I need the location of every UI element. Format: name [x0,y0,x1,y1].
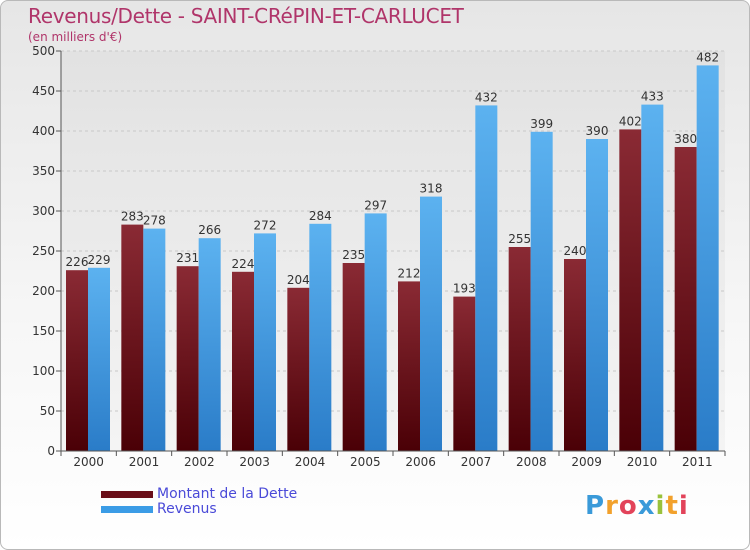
data-label-revenus-2008: 399 [530,117,553,131]
bar-debt-2009 [564,259,586,451]
logo-letter: P [585,491,606,521]
y-tick-label-400: 400 [32,124,55,138]
data-label-revenus-2001: 278 [143,214,166,228]
bar-debt-2000 [66,270,88,451]
bar-revenus-2006 [420,196,442,451]
x-tick-label-2006: 2006 [405,455,436,469]
bar-revenus-2009 [586,139,608,451]
x-tick-label-2001: 2001 [129,455,160,469]
bar-debt-2002 [176,266,199,451]
bar-revenus-2003 [254,233,276,451]
x-tick-label-2004: 2004 [295,455,326,469]
bar-debt-2011 [674,147,697,451]
data-label-debt-2002: 231 [176,251,199,265]
chart-title: Revenus/Dette - SAINT-CRéPIN-ET-CARLUCET [28,4,464,28]
data-label-revenus-2006: 318 [420,182,443,196]
data-label-debt-2006: 212 [398,266,421,280]
y-tick-label-450: 450 [32,84,55,98]
legend-label-revenus: Revenus [157,501,217,517]
data-label-debt-2011: 380 [674,132,697,146]
bar-debt-2008 [508,247,531,451]
legend-label-debt: Montant de la Dette [157,486,298,502]
y-tick-label-350: 350 [32,164,55,178]
bar-revenus-2005 [364,213,387,451]
data-label-revenus-2004: 284 [309,209,332,223]
data-label-debt-2003: 224 [232,257,255,271]
x-tick-label-2010: 2010 [627,455,658,469]
logo-letter: x [637,491,656,521]
x-tick-label-2008: 2008 [516,455,547,469]
bar-debt-2010 [619,129,642,451]
bar-debt-2007 [453,296,476,451]
x-tick-label-2007: 2007 [461,455,492,469]
data-label-revenus-2009: 390 [586,124,609,138]
data-label-debt-2001: 283 [121,210,144,224]
data-label-revenus-2003: 272 [254,218,277,232]
bar-debt-2004 [287,287,310,451]
data-label-debt-2010: 402 [619,114,642,128]
bar-revenus-2001 [143,228,166,451]
y-tick-label-500: 500 [32,44,55,58]
data-label-debt-2007: 193 [453,282,476,296]
data-label-revenus-2007: 432 [475,90,498,104]
data-label-debt-2009: 240 [564,244,587,258]
data-label-debt-2008: 255 [508,232,531,246]
y-tick-label-200: 200 [32,284,55,298]
y-tick-label-50: 50 [40,404,55,418]
y-tick-label-150: 150 [32,324,55,338]
y-tick-label-250: 250 [32,244,55,258]
x-tick-label-2002: 2002 [184,455,215,469]
data-label-debt-2005: 235 [342,248,365,262]
x-tick-label-2009: 2009 [571,455,602,469]
y-tick-label-0: 0 [47,444,55,458]
bar-revenus-2011 [696,65,719,452]
bar-debt-2005 [342,263,365,451]
bar-revenus-2004 [309,223,332,451]
bar-debt-2003 [232,271,254,451]
data-label-debt-2004: 204 [287,273,310,287]
bar-revenus-2002 [198,238,221,451]
bar-revenus-2000 [88,267,110,451]
data-label-revenus-2010: 433 [641,90,664,104]
logo-letter: r [605,491,619,521]
data-label-revenus-2000: 229 [88,253,111,267]
bar-debt-2006 [398,281,420,451]
y-tick-label-300: 300 [32,204,55,218]
logo-letter: o [618,491,638,521]
legend-swatch-revenus [101,506,153,513]
bar-revenus-2007 [475,105,498,452]
chart-subtitle: (en milliers d'€) [28,30,123,44]
bar-debt-2001 [121,224,144,451]
x-tick-label-2005: 2005 [350,455,381,469]
legend-swatch-debt [101,491,153,498]
x-tick-label-2011: 2011 [682,455,713,469]
bar-revenus-2008 [530,131,553,452]
y-tick-label-100: 100 [32,364,55,378]
data-label-revenus-2005: 297 [364,198,387,212]
proxiti-logo: Proxiti [585,491,689,521]
data-label-revenus-2002: 266 [198,223,221,237]
x-tick-label-2003: 2003 [239,455,270,469]
x-tick-label-2000: 2000 [73,455,104,469]
data-label-debt-2000: 226 [66,255,89,269]
logo-letter: t [665,491,679,521]
logo-letter: i [678,491,689,521]
logo-letter: i [655,491,666,521]
bar-revenus-2010 [641,104,664,451]
data-label-revenus-2011: 482 [696,50,719,64]
